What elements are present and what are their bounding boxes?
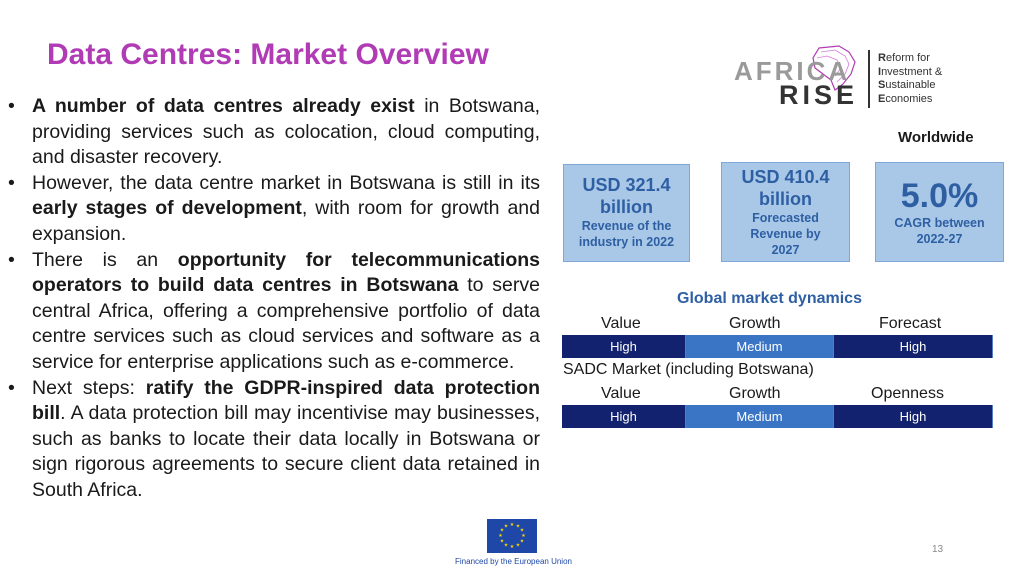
svg-text:★: ★ xyxy=(498,533,503,539)
logo-africa-text: AFRICA xyxy=(734,56,851,86)
revenue-2027-value: USD 410.4 xyxy=(741,167,830,187)
bullet-list: • A number of data centres already exist … xyxy=(8,94,540,504)
logo-acronym-initial: R xyxy=(878,52,886,64)
eu-caption: Financed by the European Union xyxy=(455,557,572,566)
sadc-header-value: Value xyxy=(601,385,641,402)
bullet-dot: • xyxy=(8,95,15,117)
revenue-2027-desc-2: Revenue by xyxy=(750,227,821,241)
logo-divider xyxy=(868,50,870,108)
bullet-text: Next steps: xyxy=(32,376,146,399)
svg-text:★: ★ xyxy=(510,522,515,528)
bullet-item: • A number of data centres already exist … xyxy=(8,94,540,171)
africa-map-icon xyxy=(812,45,856,91)
global-header-value: Value xyxy=(601,315,641,332)
logo-acronym-initial: S xyxy=(878,79,886,91)
logo-acronym-rest: ustainable xyxy=(885,79,936,91)
revenue-2027-box: USD 410.4 billion Forecasted Revenue by … xyxy=(721,162,850,262)
revenue-2022-desc-2: industry in 2022 xyxy=(578,235,675,249)
revenue-2027-unit: billion xyxy=(759,189,812,209)
sadc-growth-cell: Medium xyxy=(686,405,834,428)
logo-acronym-rest: nvestment & xyxy=(881,65,943,78)
logo-acronym-initial: I xyxy=(878,65,882,78)
bullet-text: , with room for growth and expansion. xyxy=(32,197,540,245)
sadc-title: SADC Market (including Botswana) xyxy=(563,361,814,378)
svg-text:★: ★ xyxy=(521,533,526,539)
svg-text:★: ★ xyxy=(520,539,525,545)
sadc-value-cell: High xyxy=(562,405,686,428)
logo-acronym-line: Sustainable xyxy=(878,79,942,93)
bullet-bold-text: ratify the GDPR-inspired data protection… xyxy=(32,376,540,425)
page-number: 13 xyxy=(932,544,944,555)
bullet-text: . A data protection bill may incentivise… xyxy=(32,402,540,501)
revenue-2022-box: USD 321.4 billion Revenue of the industr… xyxy=(563,164,690,262)
svg-text:★: ★ xyxy=(516,543,521,549)
bullet-item: • There is an opportunity for telecommuni… xyxy=(8,248,540,376)
bullet-dot: • xyxy=(8,248,15,271)
bullet-bold-text: A number of data centres already exist xyxy=(32,95,415,117)
bullet-item: • Next steps: ratify the GDPR-inspired da… xyxy=(8,376,540,504)
slide-title: Data Centres: Market Overview xyxy=(47,38,489,71)
svg-text:★: ★ xyxy=(516,524,521,530)
svg-text:★: ★ xyxy=(500,539,505,545)
bullet-text: However, the data centre market in Botsw… xyxy=(32,171,540,194)
revenue-2022-unit: billion xyxy=(600,197,653,217)
bullet-bold-text: opportunity for telecommunications opera… xyxy=(32,248,540,297)
sadc-header-openness: Openness xyxy=(871,385,944,402)
worldwide-label: Worldwide xyxy=(898,129,974,146)
revenue-2027-desc-1: Forecasted xyxy=(752,211,819,225)
bullet-bold-text: early stages of development xyxy=(32,197,302,220)
logo-acronym-line: Reform for xyxy=(878,52,942,66)
global-dynamics-bar: High Medium High xyxy=(562,335,993,358)
svg-text:★: ★ xyxy=(504,524,509,530)
global-header-growth: Growth xyxy=(729,315,781,332)
svg-text:★: ★ xyxy=(500,528,505,534)
bullet-dot: • xyxy=(8,376,15,399)
sadc-openness-cell: High xyxy=(834,405,993,428)
bullet-text: in Botswana, providing services such as … xyxy=(32,95,540,169)
bullet-text: There is an xyxy=(32,248,178,271)
sadc-header-growth: Growth xyxy=(729,385,781,402)
bullet-item: • However, the data centre market in Bots… xyxy=(8,171,540,248)
svg-text:★: ★ xyxy=(504,543,509,549)
global-dynamics-title: Global market dynamics xyxy=(677,290,862,307)
global-header-forecast: Forecast xyxy=(879,315,942,332)
logo-acronym-rest: conomies xyxy=(885,92,933,105)
logo-rise-text: RISE xyxy=(779,80,859,110)
svg-text:★: ★ xyxy=(510,544,515,550)
svg-text:★: ★ xyxy=(520,528,525,534)
revenue-2022-desc-1: Revenue of the xyxy=(581,219,672,233)
global-value-cell: High xyxy=(562,335,686,358)
logo-acronym-line: Economies xyxy=(878,93,942,107)
revenue-2027-desc-3: 2027 xyxy=(771,243,800,257)
global-forecast-cell: High xyxy=(834,335,993,358)
eu-flag-icon: ★ ★ ★ ★ ★ ★ ★ ★ ★ ★ ★ ★ xyxy=(487,519,537,553)
sadc-dynamics-bar: High Medium High xyxy=(562,405,993,428)
bullet-dot: • xyxy=(8,171,15,194)
logo-acronym-line: Investment & xyxy=(878,66,942,80)
logo-acronym: Reform for Investment & Sustainable Economi… xyxy=(878,52,942,106)
revenue-2022-value: USD 321.4 xyxy=(582,175,671,195)
cagr-value: 5.0% xyxy=(900,177,979,215)
cagr-box: 5.0% CAGR between 2022-27 xyxy=(875,162,1004,262)
logo-acronym-rest: eform for xyxy=(885,52,930,64)
logo-acronym-initial: E xyxy=(878,92,886,105)
cagr-desc-2: 2022-27 xyxy=(916,232,963,246)
africa-rise-logo: AFRICA RISE Reform for Investment & Sustai… xyxy=(730,44,960,114)
bullet-text: to serve central Africa, offering a comp… xyxy=(32,274,540,373)
global-growth-cell: Medium xyxy=(686,335,834,358)
cagr-desc-1: CAGR between xyxy=(894,216,985,230)
